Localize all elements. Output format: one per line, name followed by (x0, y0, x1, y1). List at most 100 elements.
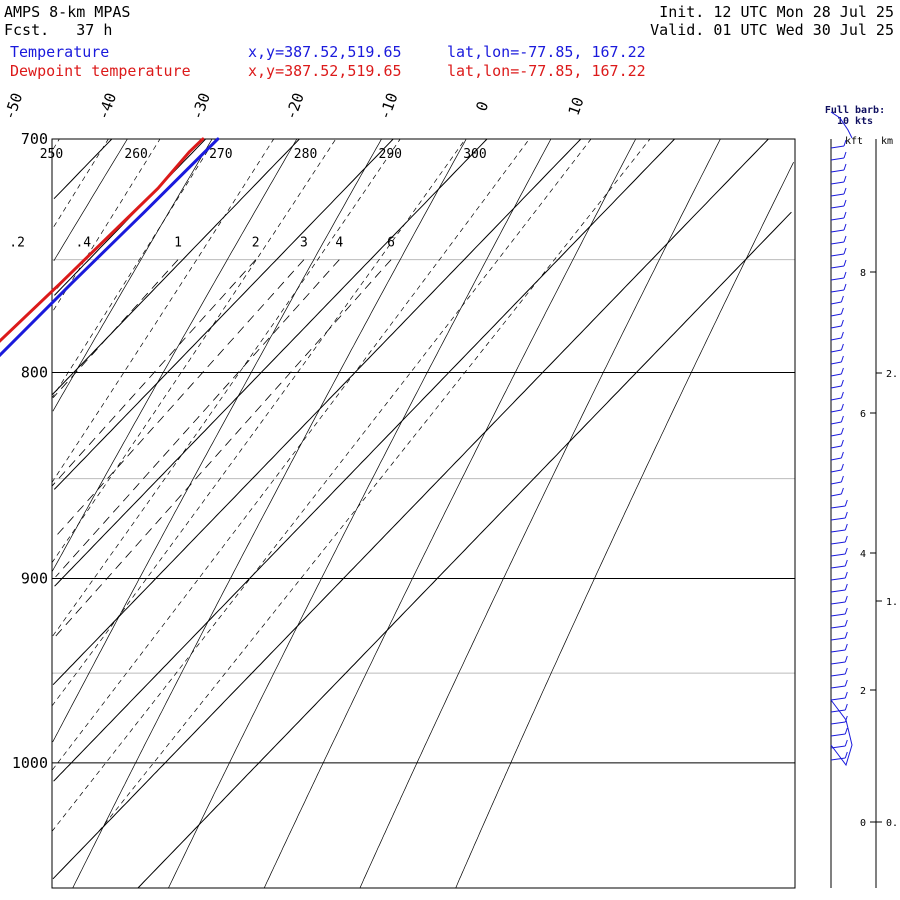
dry-adiabat-line (455, 162, 794, 889)
wind-barb-flag (843, 235, 847, 243)
wind-barb-flag (844, 691, 848, 699)
wind-barb-flag (843, 259, 847, 267)
mixing-ratio-label: 2 (252, 236, 260, 251)
wind-barb-panel: Full barb: 10 kts kft km 8 6 4 2 0 2. 1. 0. (825, 105, 898, 888)
wind-barb-flag (840, 307, 844, 315)
wind-barb-flag (844, 631, 848, 639)
wind-barb-flag (844, 643, 848, 651)
dewpoint-xy: x,y=387.52,519.65 (248, 62, 402, 80)
wind-barb-staff (830, 637, 846, 641)
isotherm-line (51, 138, 300, 396)
wind-barb-staff (830, 625, 846, 629)
pressure-label: 900 (21, 570, 48, 588)
wind-barb-flag (844, 607, 848, 615)
wind-barb-staff (830, 733, 846, 737)
forecast-hour: Fcst. 37 h (4, 21, 113, 39)
wind-barb-staff (830, 529, 846, 533)
wind-barb-staff (830, 541, 846, 545)
dewpoint-legend: Dewpoint temperature (10, 62, 191, 80)
dry-adiabat-label: 250 (40, 147, 63, 162)
wind-barb-flag (840, 343, 844, 351)
wind-barb-staff (830, 241, 845, 245)
wind-barb-flag (844, 583, 848, 591)
wind-barb-flag (840, 319, 844, 327)
temperature-latlon: lat,lon=-77.85, 167.22 (447, 43, 646, 61)
init-time: Init. 12 UTC Mon 28 Jul 25 (659, 3, 894, 21)
wind-barb-flag (840, 331, 844, 339)
wind-barb-flag (840, 391, 844, 399)
kft-tick-label: 6 (860, 409, 866, 420)
isotherm-label: -10 (375, 90, 401, 122)
wind-barb-flag (844, 751, 848, 759)
wind-barb-flag (844, 667, 848, 675)
isotherm-line (52, 138, 769, 880)
wind-barb-top (830, 111, 853, 139)
wind-barb-staff (830, 589, 846, 593)
wind-barb-staff (830, 421, 842, 425)
wind-barbs (830, 111, 853, 767)
wind-barb-flag (844, 703, 848, 711)
dry-adiabat-line (263, 138, 637, 889)
wind-barb-flag (843, 163, 847, 171)
moist-adiabat-line (51, 138, 274, 483)
wind-barb-staff (830, 685, 846, 689)
km-tick-label: 1. (886, 597, 898, 608)
mixing-ratio-line (51, 259, 256, 487)
wind-barb-flag (843, 187, 847, 195)
wind-barb-flag (844, 715, 848, 723)
isotherm-line (53, 138, 113, 200)
wind-barb-staff (830, 697, 846, 701)
moist-adiabat-line (53, 138, 161, 311)
isotherm-line (54, 138, 488, 587)
wind-barb-staff (830, 181, 845, 185)
wind-barb-staff (830, 673, 846, 677)
wind-barb-staff (830, 397, 842, 401)
isotherm-label: 10 (565, 95, 588, 118)
wind-barb-staff (830, 757, 846, 761)
mixing-ratio-label: 3 (300, 236, 308, 251)
wind-barb-staff (830, 217, 845, 221)
wind-barb-flag (844, 547, 848, 555)
wind-barb-flag (840, 367, 844, 375)
dry-adiabats (51, 138, 794, 889)
dry-adiabat-line (168, 138, 552, 889)
dry-adiabat-line (52, 138, 213, 412)
wind-barb-staff (830, 313, 842, 317)
wind-barb-staff (830, 229, 845, 233)
pressure-label: 800 (21, 364, 48, 382)
wind-barb-flag (844, 535, 848, 543)
mixing-ratio-label: .2 (9, 236, 25, 251)
wind-barb-staff (830, 481, 842, 485)
plot-frame (51, 138, 796, 889)
wind-barb-staff (830, 721, 846, 725)
wind-barb-staff (830, 385, 842, 389)
minor-isobars (52, 259, 795, 674)
kft-label: kft (845, 136, 863, 147)
sounding-profiles (0, 137, 220, 358)
wind-barb-staff (830, 433, 842, 437)
dry-adiabat-label: 300 (463, 147, 486, 162)
moist-adiabats (51, 138, 651, 832)
wind-barb-cluster (830, 699, 853, 767)
wind-barb-flag (843, 247, 847, 255)
isotherm-line (137, 211, 792, 889)
wind-barb-flag (844, 559, 848, 567)
wind-barb-staff (830, 205, 845, 209)
moist-adiabat-line (51, 138, 216, 399)
mixing-ratio-line (55, 259, 340, 578)
wind-barb-staff (830, 553, 846, 557)
kft-tick-label: 2 (860, 686, 866, 697)
wind-barb-flag (840, 463, 844, 471)
wind-barb-flag (844, 511, 848, 519)
wind-barb-flag (844, 499, 848, 507)
wind-barb-flag (840, 487, 844, 495)
isotherm-line (52, 138, 582, 686)
isotherm-line (53, 138, 675, 782)
wind-barb-staff (830, 457, 842, 461)
wind-barb-staff (830, 277, 845, 281)
wind-barb-flag (840, 403, 844, 411)
dry-adiabat-line (52, 138, 382, 743)
wind-barb-flag (843, 211, 847, 219)
